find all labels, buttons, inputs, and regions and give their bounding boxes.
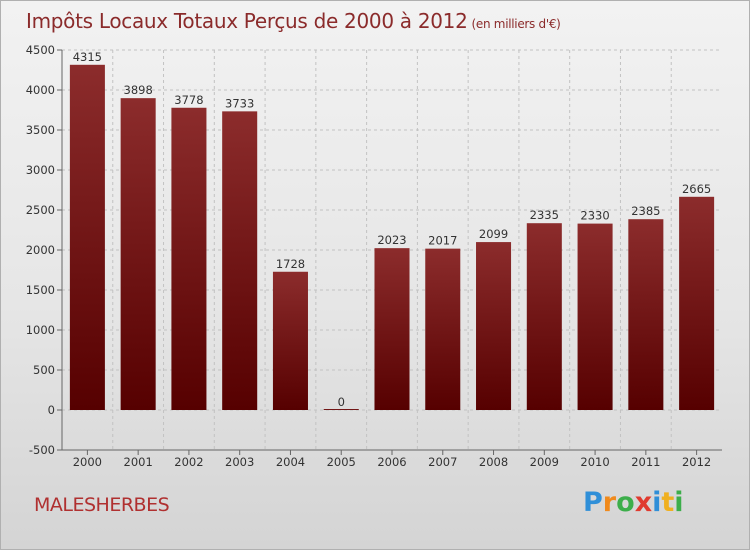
x-tick-label: 2009 [530,455,559,469]
city-name: MALESHERBES [34,494,170,516]
bars [69,64,715,411]
bar-2007 [425,248,461,410]
data-label: 3778 [174,93,203,107]
bar-2011 [628,219,664,410]
data-label: 2385 [631,204,660,218]
bar-2001 [120,98,156,410]
x-tick-label: 2007 [428,455,457,469]
data-label: 2335 [530,208,559,222]
data-label: 2330 [580,209,609,223]
y-tick-label: -500 [29,443,55,457]
x-tick-label: 2001 [124,455,153,469]
y-tick-label: 2000 [26,243,55,257]
logo-letter: x [634,487,653,518]
y-tick-label: 3000 [26,163,55,177]
axes [57,49,722,455]
bar-2005 [323,409,359,410]
bar-2006 [374,248,410,410]
bar-2004 [272,271,308,410]
data-label: 1728 [276,257,305,271]
logo-letter: i [652,487,662,518]
data-label: 2017 [428,234,457,248]
logo-letter: P [583,487,603,518]
bar-2003 [222,111,258,411]
bar-2012 [679,196,715,410]
bar-2010 [577,223,613,410]
labels: -500 0 500 1000 1500 2000 2500 3000 3500 4000 4500… [26,43,712,469]
y-tick-label: 2500 [26,203,55,217]
logo-letter: i [674,487,684,518]
y-tick-label: 1500 [26,283,55,297]
chart-title: Impôts Locaux Totaux Perçus de 2000 à 20… [26,9,561,33]
bar-2002 [171,107,207,410]
x-tick-label: 2008 [479,455,508,469]
data-label: 2099 [479,227,508,241]
data-label: 2023 [377,233,406,247]
x-tick-label: 2005 [327,455,356,469]
x-tick-label: 2006 [377,455,406,469]
data-label: 3733 [225,96,254,110]
bar-2009 [526,223,562,410]
y-tick-label: 3500 [26,123,55,137]
logo-letter: t [661,487,675,518]
data-label: 4315 [73,50,102,64]
data-label: 2665 [682,182,711,196]
y-tick-label: 4000 [26,83,55,97]
data-label: 0 [338,395,345,409]
x-tick-label: 2012 [682,455,711,469]
chart-title-text: Impôts Locaux Totaux Perçus de 2000 à 20… [26,9,468,33]
y-tick-label: 500 [33,363,55,377]
logo-letter: r [602,487,617,518]
x-tick-label: 2000 [73,455,102,469]
x-tick-label: 2004 [276,455,305,469]
y-tick-label: 0 [48,403,55,417]
y-tick-label: 1000 [26,323,55,337]
y-tick-label: 4500 [26,43,55,57]
x-tick-label: 2011 [631,455,660,469]
x-tick-label: 2002 [174,455,203,469]
logo-letter: o [616,487,635,518]
x-tick-label: 2003 [225,455,254,469]
chart-subtitle: (en milliers d'€) [471,17,561,31]
x-tick-label: 2010 [580,455,609,469]
data-label: 3898 [124,83,153,97]
bar-2008 [476,242,512,410]
proxiti-logo[interactable]: Proxiti [583,487,684,518]
bar-2000 [69,64,105,411]
